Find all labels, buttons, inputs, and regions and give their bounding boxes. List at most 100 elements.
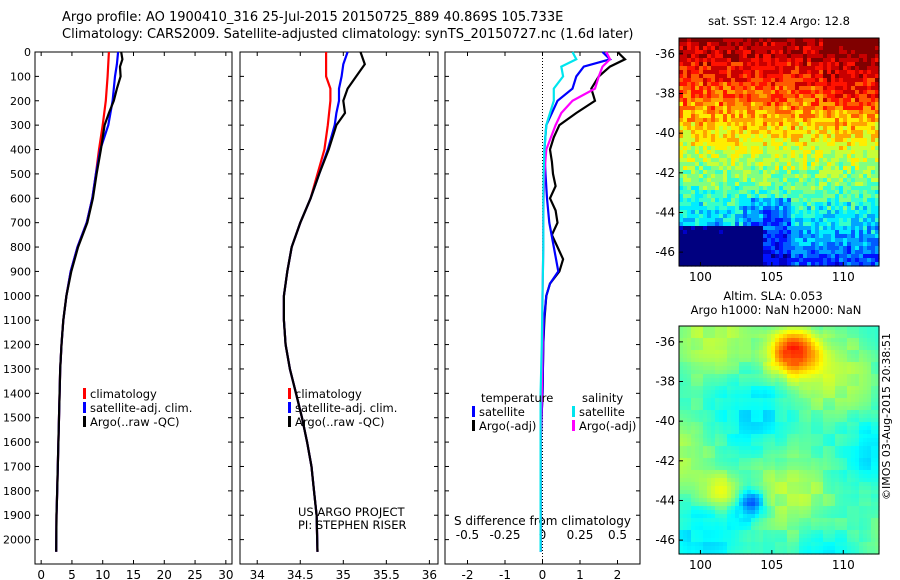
sst-cell xyxy=(787,82,792,87)
sst-cell xyxy=(787,242,792,247)
sst-cell xyxy=(747,198,752,203)
sla-cell xyxy=(731,402,736,407)
sla-cell xyxy=(755,346,760,351)
sla-cell xyxy=(747,398,752,403)
sst-cell xyxy=(795,138,800,143)
sst-cell xyxy=(835,226,840,231)
sst-cell xyxy=(823,154,828,159)
sst-cell xyxy=(695,250,700,255)
sla-cell xyxy=(719,382,724,387)
sst-cell xyxy=(795,246,800,251)
sla-cell xyxy=(839,346,844,351)
sla-cell xyxy=(775,402,780,407)
sst-cell xyxy=(787,86,792,91)
sst-cell xyxy=(731,202,736,207)
sst-cell xyxy=(691,206,696,211)
sst-cell xyxy=(743,218,748,223)
sst-cell xyxy=(779,74,784,79)
sst-cell xyxy=(811,210,816,215)
sst-cell xyxy=(731,186,736,191)
sla-cell xyxy=(871,346,876,351)
sla-cell xyxy=(835,402,840,407)
sla-cell xyxy=(831,378,836,383)
sla-cell xyxy=(703,414,708,419)
sla-cell xyxy=(843,462,848,467)
sst-cell xyxy=(699,130,704,135)
sla-cell xyxy=(759,350,764,355)
sla-cell xyxy=(691,378,696,383)
sla-cell xyxy=(679,394,684,399)
sst-cell xyxy=(731,218,736,223)
sla-cell xyxy=(847,406,852,411)
sst-cell xyxy=(807,90,812,95)
sst-cell xyxy=(871,118,876,123)
sla-cell xyxy=(751,410,756,415)
sst-cell xyxy=(767,194,772,199)
sst-cell xyxy=(695,38,700,43)
sst-cell xyxy=(711,58,716,63)
sst-cell xyxy=(767,98,772,103)
sla-cell xyxy=(763,366,768,371)
sst-cell xyxy=(687,262,692,267)
sst-cell xyxy=(707,150,712,155)
sst-cell xyxy=(827,70,832,75)
sla-cell xyxy=(859,434,864,439)
sst-cell xyxy=(827,230,832,235)
sla-cell xyxy=(751,446,756,451)
sla-cell xyxy=(815,374,820,379)
sst-cell xyxy=(707,54,712,59)
sla-cell xyxy=(783,422,788,427)
sla-cell xyxy=(795,362,800,367)
sla-cell xyxy=(843,470,848,475)
sst-cell xyxy=(831,154,836,159)
sst-cell xyxy=(839,234,844,239)
sst-cell xyxy=(727,106,732,111)
sla-cell xyxy=(795,326,800,331)
sla-cell xyxy=(767,422,772,427)
sst-cell xyxy=(759,154,764,159)
sst-cell xyxy=(859,170,864,175)
sla-cell xyxy=(795,438,800,443)
sst-cell xyxy=(875,118,880,123)
sla-cell xyxy=(727,394,732,399)
depth-tick-label: 200 xyxy=(10,95,31,108)
sla-cell xyxy=(767,426,772,431)
sla-cell xyxy=(839,434,844,439)
sla-cell xyxy=(739,438,744,443)
sla-cell xyxy=(831,426,836,431)
sla-cell xyxy=(779,370,784,375)
sst-cell xyxy=(863,90,868,95)
sst-cell xyxy=(847,58,852,63)
sst-cell xyxy=(807,78,812,83)
sst-cell xyxy=(759,166,764,171)
sst-cell xyxy=(727,54,732,59)
sst-cell xyxy=(719,210,724,215)
sst-cell xyxy=(831,258,836,263)
sla-cell xyxy=(791,458,796,463)
sst-cell xyxy=(711,146,716,151)
sst-cell xyxy=(727,102,732,107)
sst-cell xyxy=(723,46,728,51)
sst-cell xyxy=(787,54,792,59)
sla-cell xyxy=(819,410,824,415)
sst-cell xyxy=(775,134,780,139)
sla-cell xyxy=(707,410,712,415)
sst-cell xyxy=(719,178,724,183)
sla-cell xyxy=(719,474,724,479)
sst-cell xyxy=(867,134,872,139)
sst-cell xyxy=(779,182,784,187)
sla-cell xyxy=(743,458,748,463)
sla-cell xyxy=(791,462,796,467)
sla-cell xyxy=(707,434,712,439)
sst-cell xyxy=(855,38,860,43)
sst-cell xyxy=(711,142,716,147)
sst-cell xyxy=(747,262,752,267)
sst-cell xyxy=(863,106,868,111)
sst-cell xyxy=(755,94,760,99)
sst-cell xyxy=(783,222,788,227)
sst-cell xyxy=(831,110,836,115)
sst-cell xyxy=(831,70,836,75)
sst-cell xyxy=(827,42,832,47)
sla-cell xyxy=(787,470,792,475)
depth-tick-label: 800 xyxy=(10,241,31,254)
